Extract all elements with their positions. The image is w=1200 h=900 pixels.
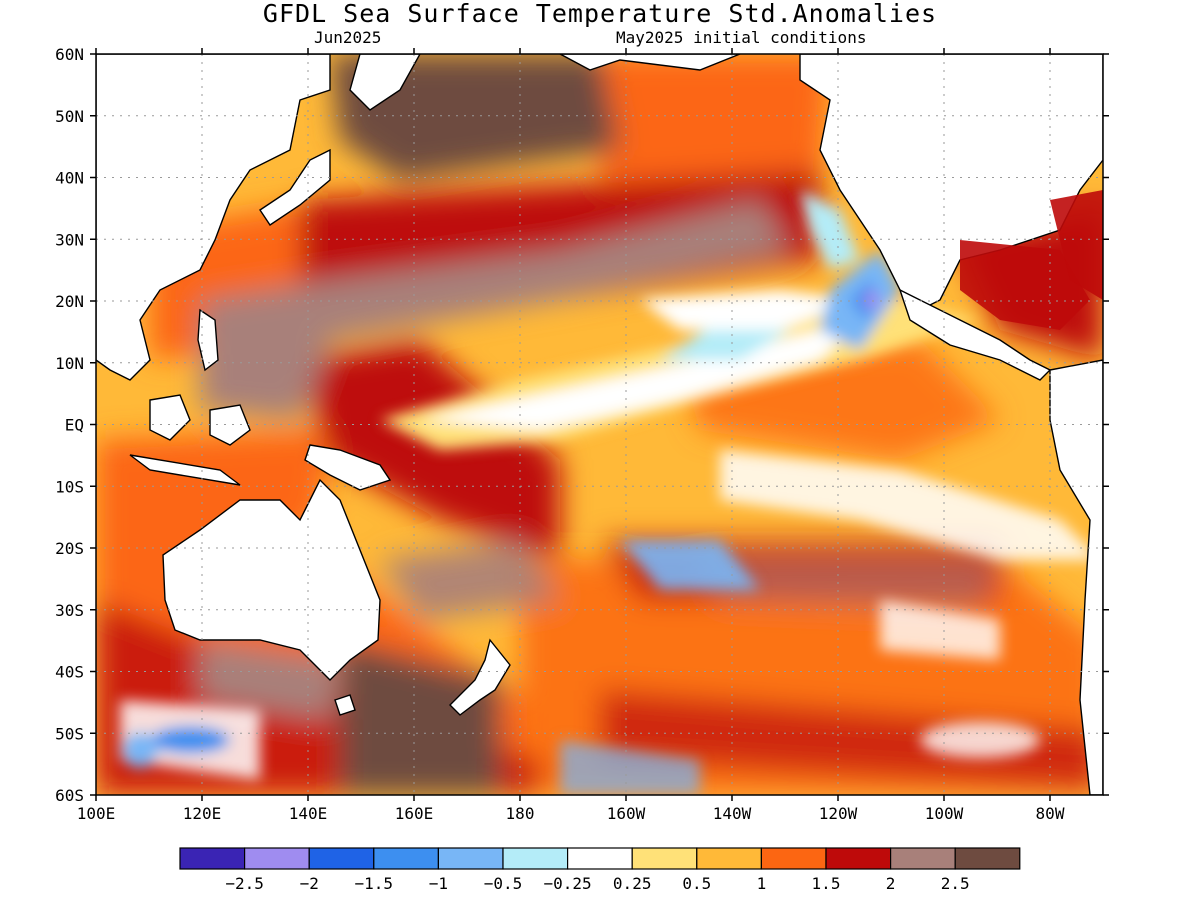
legend-swatch xyxy=(437,847,504,870)
legend-label: 0.25 xyxy=(613,874,652,893)
legend-swatch xyxy=(179,847,246,870)
axis-ticks xyxy=(90,48,1109,801)
lat-label: 20S xyxy=(55,539,84,558)
legend-label: 1.5 xyxy=(812,874,841,893)
legend-swatch xyxy=(696,847,762,870)
legend-swatch xyxy=(373,847,439,870)
chart-title: GFDL Sea Surface Temperature Std.Anomali… xyxy=(262,0,938,28)
legend-swatch xyxy=(566,847,633,870)
legend-label: 2 xyxy=(886,874,896,893)
legend-label: 1 xyxy=(757,874,767,893)
lon-label: 100W xyxy=(925,804,964,823)
legend-label: −1 xyxy=(429,874,448,893)
land-masses xyxy=(96,54,1103,795)
legend-label: −0.5 xyxy=(484,874,523,893)
legend-swatch xyxy=(889,847,956,870)
lat-label: 60S xyxy=(55,786,84,805)
lat-label: 10N xyxy=(55,354,84,373)
grid-lines xyxy=(96,54,1103,795)
legend-swatch xyxy=(825,847,892,870)
lon-label: 140E xyxy=(289,804,328,823)
legend-swatch xyxy=(760,847,827,870)
lat-label: 10S xyxy=(55,477,84,496)
legend-label: 2.5 xyxy=(941,874,970,893)
forecast-month: Jun2025 xyxy=(314,28,382,47)
lon-label: 180 xyxy=(506,804,535,823)
lon-label: 120E xyxy=(183,804,222,823)
lat-label: 40S xyxy=(55,663,84,682)
lat-label: 50S xyxy=(55,724,84,743)
legend-label: −1.5 xyxy=(355,874,394,893)
latitude-labels: 60N 50N 40N 30N 20N 10N EQ 10S 20S 30S 40S 50S 60S xyxy=(55,45,84,805)
lat-label: 50N xyxy=(55,107,84,126)
lat-label: EQ xyxy=(65,416,84,435)
legend-label: −2.5 xyxy=(225,874,264,893)
color-legend: −2.5 −2 −1.5 −1 −0.5 −0.25 0.25 0.5 1 1.5 2 2.5 xyxy=(179,847,1021,893)
lon-label: 160E xyxy=(395,804,434,823)
legend-label: −2 xyxy=(300,874,319,893)
lon-label: 120W xyxy=(819,804,858,823)
legend-swatch xyxy=(502,847,569,870)
lat-label: 30S xyxy=(55,601,84,620)
lon-label: 80W xyxy=(1036,804,1065,823)
lat-label: 30N xyxy=(55,230,84,249)
lon-label: 140W xyxy=(713,804,752,823)
initial-conditions: May2025 initial conditions xyxy=(616,28,867,47)
legend-label: 0.5 xyxy=(682,874,711,893)
lat-label: 40N xyxy=(55,169,84,188)
longitude-labels: 100E 120E 140E 160E 180 160W 140W 120W 100W 80W xyxy=(77,804,1065,823)
legend-label: −0.25 xyxy=(544,874,592,893)
legend-swatch xyxy=(631,847,698,870)
legend-swatch xyxy=(308,847,375,870)
lon-label: 160W xyxy=(607,804,646,823)
legend-swatch xyxy=(954,847,1021,870)
lat-label: 20N xyxy=(55,292,84,311)
legend-swatch xyxy=(244,847,310,870)
lon-label: 100E xyxy=(77,804,116,823)
anomaly-field xyxy=(96,54,1103,795)
lat-label: 60N xyxy=(55,45,84,64)
